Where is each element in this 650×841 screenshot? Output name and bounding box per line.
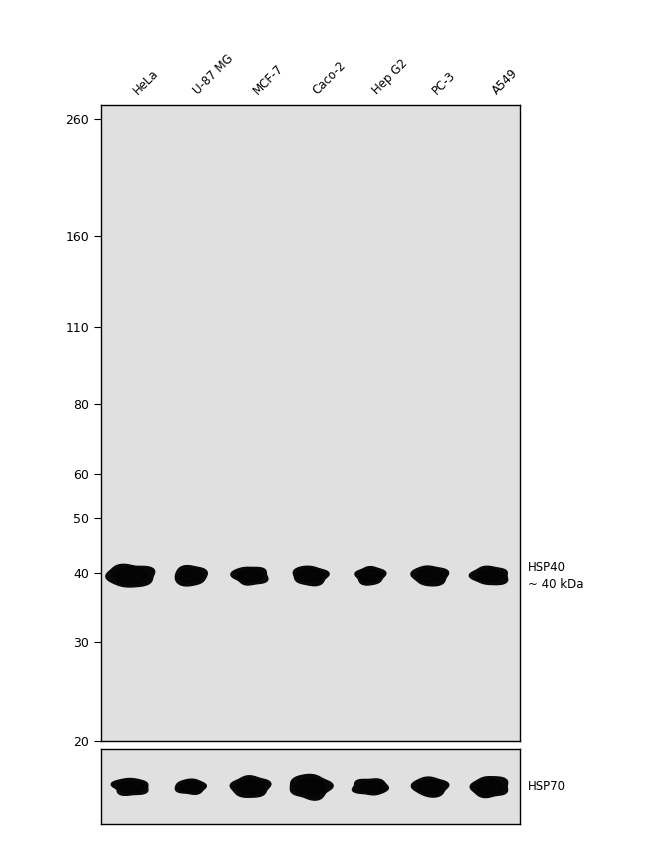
Polygon shape	[469, 566, 508, 584]
Polygon shape	[176, 566, 207, 586]
Polygon shape	[239, 569, 263, 582]
Polygon shape	[477, 569, 503, 582]
Polygon shape	[114, 568, 147, 584]
Polygon shape	[231, 568, 268, 585]
Text: HSP70: HSP70	[528, 780, 566, 793]
Polygon shape	[358, 781, 382, 792]
Polygon shape	[106, 564, 155, 587]
Polygon shape	[360, 569, 381, 582]
Polygon shape	[417, 569, 443, 583]
Text: MCF-7: MCF-7	[250, 61, 286, 97]
Text: U-87 MG: U-87 MG	[190, 51, 236, 97]
Polygon shape	[176, 779, 206, 794]
Polygon shape	[355, 567, 386, 585]
Polygon shape	[411, 777, 448, 797]
Polygon shape	[291, 775, 333, 800]
Text: Hep G2: Hep G2	[370, 56, 411, 97]
Polygon shape	[352, 779, 388, 795]
Polygon shape	[411, 566, 448, 586]
Polygon shape	[417, 780, 443, 793]
Polygon shape	[298, 569, 323, 582]
Text: Caco-2: Caco-2	[311, 59, 348, 97]
Polygon shape	[296, 779, 325, 796]
Polygon shape	[230, 775, 271, 797]
Polygon shape	[180, 781, 201, 792]
Text: HeLa: HeLa	[131, 66, 161, 97]
Text: PC-3: PC-3	[430, 68, 458, 97]
Polygon shape	[470, 777, 508, 797]
Polygon shape	[293, 566, 329, 585]
Polygon shape	[111, 779, 148, 796]
Polygon shape	[477, 780, 503, 794]
Polygon shape	[237, 780, 264, 794]
Text: A549: A549	[490, 66, 521, 97]
Polygon shape	[179, 569, 202, 583]
Text: HSP40
~ 40 kDa: HSP40 ~ 40 kDa	[528, 561, 584, 590]
Polygon shape	[118, 781, 144, 792]
